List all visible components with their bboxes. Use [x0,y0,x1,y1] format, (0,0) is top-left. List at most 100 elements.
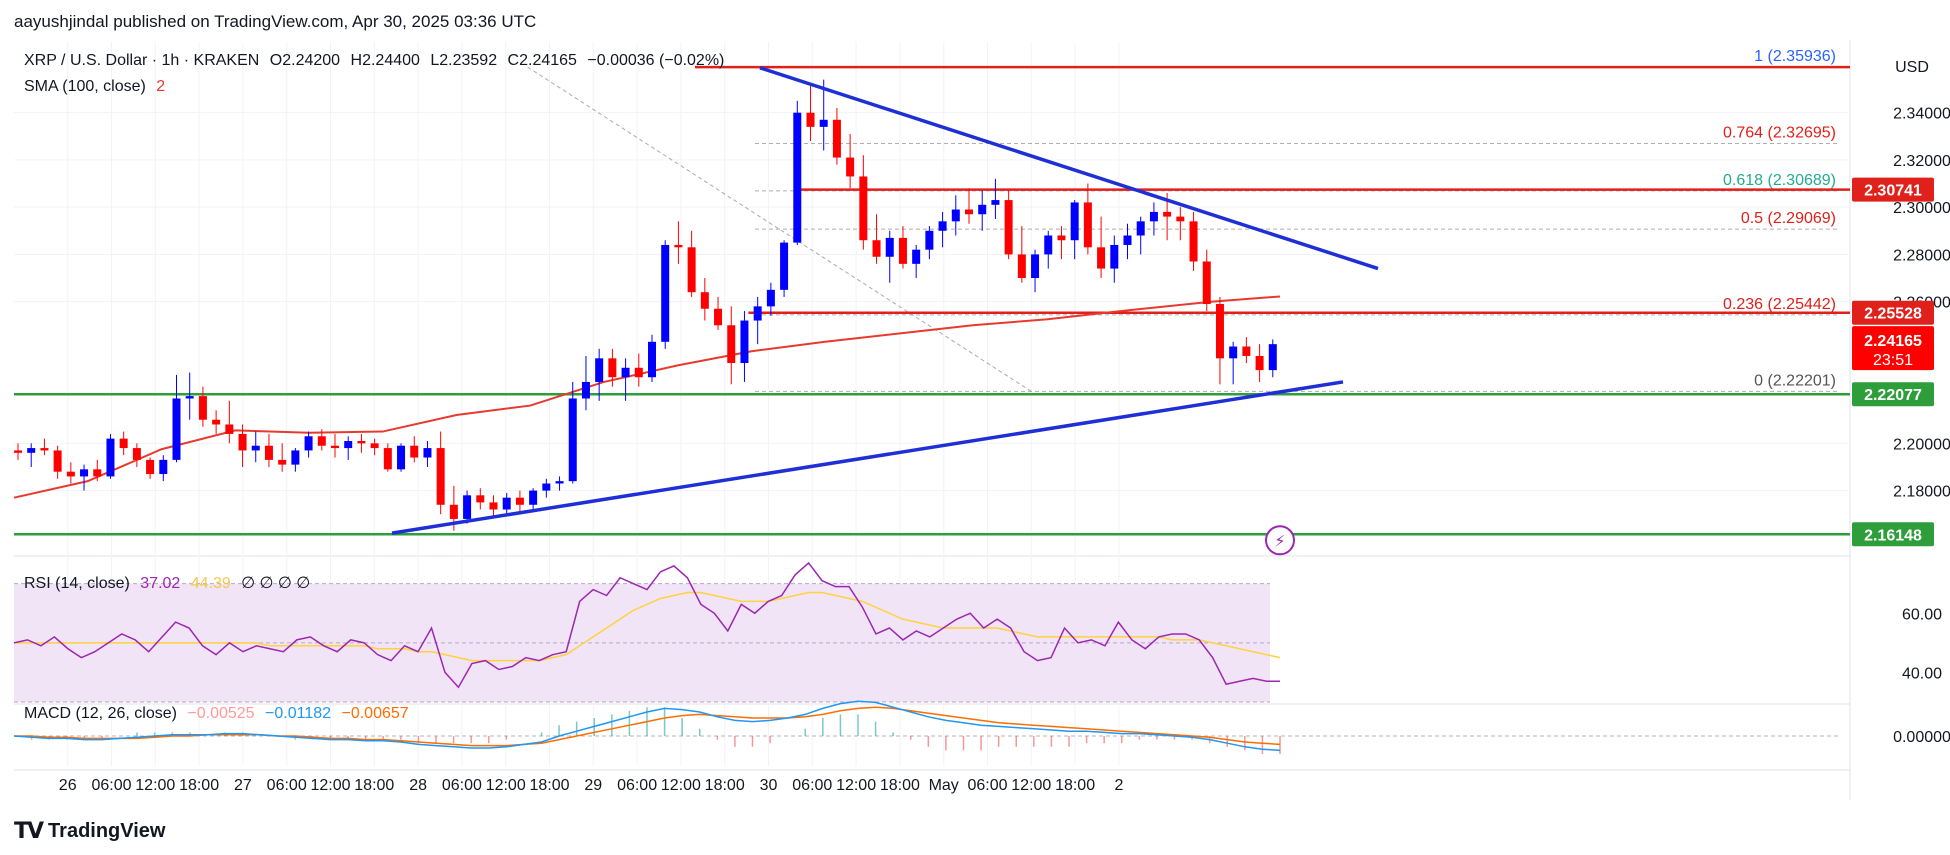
candle-body [938,221,947,231]
candle-body [251,445,260,451]
candle-body [965,209,973,215]
candle-body [846,157,855,177]
candle-body [331,445,339,449]
candle-body [14,450,22,453]
candle-body [1044,235,1053,255]
symbol-label[interactable]: XRP / U.S. Dollar · 1h · KRAKEN [24,52,260,69]
candle-body [410,445,419,458]
trend-line-descending [759,66,1379,271]
candle-body [1097,247,1106,269]
candle-body [225,424,234,434]
time-tick-label: May [929,777,959,794]
candle-body [608,358,617,378]
fib-level-label: 1 (2.35936) [1754,48,1836,65]
candle-body [1268,344,1277,371]
candle-body [119,438,128,449]
candle-body [1004,200,1013,255]
publisher-line: aayushjindal published on TradingView.co… [14,12,537,31]
candle-body [621,367,630,378]
candle-body [40,448,49,451]
candle-body [780,242,789,290]
candle-body [1149,211,1158,222]
candle-body [714,308,723,326]
rsi-label[interactable]: RSI (14, close) [24,575,130,592]
time-tick-label: 12:00 [1011,777,1051,794]
candle-body [463,495,472,519]
candle-body [172,398,181,460]
price-tick-label: 2.32000 [1893,153,1950,170]
time-tick-label: 18:00 [529,777,569,794]
candle-body [278,459,287,465]
candle-body [793,112,802,243]
price-tick-label: 2.34000 [1893,106,1950,123]
time-tick-label: 26 [59,777,77,794]
candle-body [568,398,577,482]
tradingview-logo[interactable]: 𝗧𝗩 TradingView [14,818,166,844]
level-badge-text: 2.22077 [1864,387,1922,404]
candle-body [1123,235,1132,245]
time-tick-label: 06:00 [267,777,307,794]
rsi-value: 37.02 [140,575,181,592]
close-value: C2.24165 [507,52,577,69]
fib-trend-line [527,66,1032,392]
candle-body [1017,254,1026,279]
time-tick-label: 06:00 [442,777,482,794]
candle-body [581,381,590,399]
price-tick-label: 2.28000 [1893,247,1950,264]
sma-value: 2 [156,78,166,95]
candle-body [1083,202,1092,248]
macd-line [13,700,1281,752]
trend-line-ascending [391,380,1344,535]
candle-body [700,292,709,309]
candle-body [489,502,498,510]
candle-body [1163,211,1172,217]
time-tick-label: 06:00 [967,777,1007,794]
time-tick-label: 12:00 [135,777,175,794]
candle-body [146,459,155,475]
time-tick-label: 18:00 [705,777,745,794]
time-tick-label: 06:00 [91,777,131,794]
current-price-badge [1852,326,1934,371]
candle-body [27,448,36,453]
sma-label[interactable]: SMA (100, close) [24,78,146,95]
candle-body [317,436,326,446]
candle-body [476,495,485,503]
fib-level-label: 0 (2.22201) [1754,372,1836,389]
candle-body [264,445,273,460]
rsi-extra: ∅ ∅ ∅ ∅ [241,575,311,592]
macd-label[interactable]: MACD (12, 26, close) [24,705,177,722]
time-tick-label: 06:00 [617,777,657,794]
candle-body [1176,216,1185,222]
candle-body [198,396,207,420]
candle-body [1031,254,1040,279]
candle-body [370,443,379,449]
main-legend: XRP / U.S. Dollar · 1h · KRAKEN O2.24200… [24,52,730,70]
time-tick-label: 12:00 [310,777,350,794]
time-tick-label: 18:00 [354,777,394,794]
candle-body [397,445,406,470]
candle-body [740,320,749,364]
candle-body [634,367,643,378]
rsi-line [13,561,1280,689]
candle-body [66,471,75,477]
sma-legend: SMA (100, close) 2 [24,78,171,96]
price-tick-label: 2.20000 [1893,436,1950,453]
candle-body [648,341,656,378]
candle-body [951,209,960,222]
candle-body [1110,244,1119,269]
time-tick-label: 27 [234,777,252,794]
candle-body [898,237,907,264]
candle-body [766,289,775,307]
candle-body [1242,346,1251,356]
candle-body [885,237,894,257]
time-tick-label: 06:00 [792,777,832,794]
fib-level-label: 0.236 (2.25442) [1723,296,1836,313]
price-tick-label: 2.18000 [1893,484,1950,501]
candle-body [132,448,141,460]
time-tick-label: 18:00 [880,777,920,794]
macd-tick-label: 0.00000 [1893,729,1950,746]
candle-body [1057,235,1066,241]
candle-body [912,249,921,264]
high-value: H2.24400 [350,52,420,69]
